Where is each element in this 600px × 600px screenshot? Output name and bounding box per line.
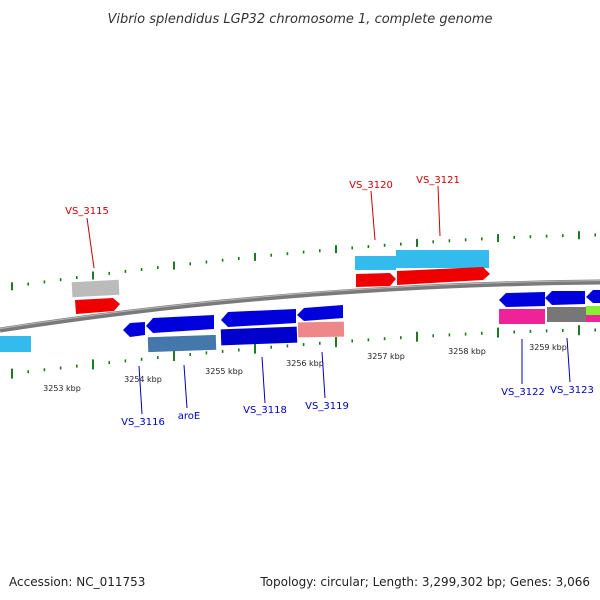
outer-tick-ring [11,231,597,291]
leader-aroE [183,364,188,409]
accession-text: Accession: NC_011753 [9,575,145,589]
label-VS_3115[interactable]: VS_3115 [65,206,109,217]
gene-VS_3120-red[interactable] [356,273,396,287]
label-VS_3122[interactable]: VS_3122 [501,387,545,398]
gene-aroE[interactable] [146,315,214,333]
leader-VS_3118 [261,356,266,404]
gene-VS_3122[interactable] [499,292,545,307]
map-title: Vibrio splendidus LGP32 chromosome 1, co… [107,12,492,27]
leader-VS_3123 [566,337,571,383]
reverse-gene-labels: VS_3116 aroE VS_3118 VS_3119 VS_3122 VS_… [121,337,594,428]
forward-genes [71,250,490,314]
kbp-label-3255: 3255 kbp [205,367,243,376]
chromosome-backbone [0,279,600,333]
leader-VS_3116 [138,365,143,415]
label-VS_3123[interactable]: VS_3123 [550,385,594,396]
label-VS_3119[interactable]: VS_3119 [305,401,349,412]
gene-right-edge-magenta[interactable] [586,315,600,322]
label-aroE[interactable]: aroE [178,411,200,422]
gene-right-edge-green[interactable] [586,306,600,315]
kbp-label-3253: 3253 kbp [43,384,81,393]
gene-VS_3118[interactable] [221,309,296,327]
gene-VS_3118-blue[interactable] [220,326,298,346]
gene-VS_3122-magenta[interactable] [499,309,545,324]
reverse-genes [0,290,600,353]
gene-VS_3121-red[interactable] [397,267,490,285]
gene-right-edge-blue[interactable] [586,290,600,303]
kbp-label-3254: 3254 kbp [124,375,162,384]
leader-VS_3115 [86,217,95,269]
leader-VS_3120 [370,190,376,241]
gene-VS_3121-cyan[interactable] [396,250,489,268]
label-VS_3120[interactable]: VS_3120 [349,180,393,191]
kbp-label-3259: 3259 kbp [529,343,567,352]
gene-VS_3115-gray[interactable] [71,279,120,298]
chromosome-backbone-highlight [0,280,600,330]
genome-summary-text: Topology: circular; Length: 3,299,302 bp… [259,575,590,589]
label-VS_3116[interactable]: VS_3116 [121,417,165,428]
kbp-label-3256: 3256 kbp [286,359,324,368]
leader-VS_3121 [437,185,441,237]
kbp-label-3257: 3257 kbp [367,352,405,361]
gene-VS_3115-red[interactable] [75,298,120,314]
gene-VS_3119[interactable] [297,305,343,321]
gene-VS_3123-gray[interactable] [547,307,586,322]
kbp-label-3258: 3258 kbp [448,347,486,356]
label-VS_3121[interactable]: VS_3121 [416,175,460,186]
leader-VS_3119 [321,351,326,399]
label-VS_3118[interactable]: VS_3118 [243,405,287,416]
gene-left-edge-cyan[interactable] [0,336,31,352]
forward-gene-labels: VS_3115 VS_3120 VS_3121 [65,175,460,269]
gene-aroE-steelblue[interactable] [147,334,217,353]
gene-VS_3120-cyan[interactable] [355,256,396,270]
gene-VS_3119-salmon[interactable] [297,321,345,338]
inner-tick-ring [11,325,597,379]
gene-VS_3116[interactable] [123,322,145,337]
gene-VS_3123[interactable] [545,291,585,305]
